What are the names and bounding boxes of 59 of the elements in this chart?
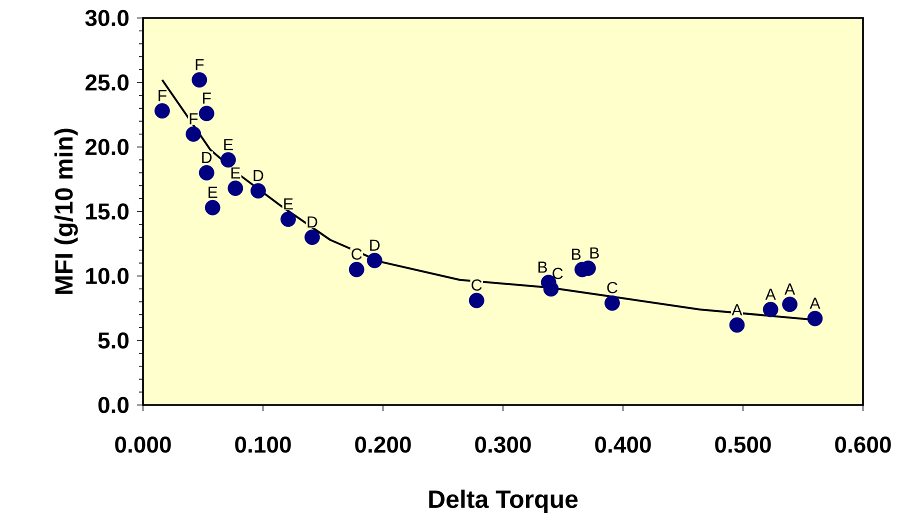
- point: [198, 165, 214, 180]
- annotation: F: [203, 92, 211, 104]
- annotation: C: [472, 279, 482, 291]
- x-tick-label: 0.500: [715, 436, 771, 453]
- x-tick-label: 0.400: [595, 436, 651, 453]
- x-tick-label: 0.200: [355, 436, 411, 453]
- y-tick-label: 5.0: [98, 332, 129, 349]
- point: [543, 281, 559, 297]
- y-tick-label: 10.0: [86, 268, 129, 284]
- y-tick-label: 0.0: [98, 396, 129, 414]
- point: [198, 106, 214, 122]
- point: [220, 152, 236, 168]
- point: [762, 302, 778, 318]
- point: [782, 296, 798, 312]
- point: [192, 72, 208, 88]
- annotation: E: [224, 139, 233, 150]
- annotation: C: [352, 248, 362, 260]
- annotation: A: [784, 284, 796, 295]
- annotation: D: [202, 152, 212, 163]
- point: [468, 292, 484, 308]
- x-axis-title: Delta Torque: [429, 490, 578, 514]
- point: [604, 295, 620, 311]
- annotation: B: [590, 247, 599, 258]
- annotation: B: [572, 248, 581, 260]
- y-tick-label: 30.0: [85, 10, 129, 26]
- point: [348, 262, 364, 278]
- annotation: D: [308, 216, 318, 228]
- point: [366, 252, 382, 268]
- annotation: D: [370, 240, 380, 251]
- point: [154, 103, 170, 119]
- x-tick-label: 0.000: [115, 436, 171, 453]
- point: [807, 310, 823, 326]
- point: [729, 317, 745, 333]
- point: [186, 126, 202, 142]
- annotation: A: [765, 288, 776, 300]
- annotation: D: [254, 170, 264, 182]
- point: [204, 200, 220, 216]
- annotation: C: [552, 268, 563, 280]
- annotation: A: [732, 304, 742, 316]
- y-tick-label: 25.0: [86, 74, 129, 91]
- annotation: A: [810, 298, 820, 309]
- annotation: E: [208, 186, 218, 198]
- y-tick-label: 20.0: [86, 138, 129, 156]
- point: [280, 212, 296, 227]
- y-axis-title: MFI (g/10 min): [54, 128, 78, 294]
- annotation: E: [231, 167, 240, 178]
- x-tick-label: 0.100: [235, 436, 291, 453]
- point: [250, 183, 266, 199]
- annotation: F: [190, 113, 198, 124]
- annotation: C: [607, 282, 618, 294]
- y-tick-label: 15.0: [86, 203, 129, 220]
- annotation: E: [284, 198, 293, 210]
- x-tick-label: 0.300: [475, 436, 531, 453]
- annotation: F: [196, 59, 204, 70]
- point: [304, 230, 320, 245]
- x-tick-label: 0.600: [835, 436, 891, 453]
- point: [228, 180, 244, 196]
- annotation: F: [158, 90, 166, 102]
- annotation: B: [538, 262, 547, 273]
